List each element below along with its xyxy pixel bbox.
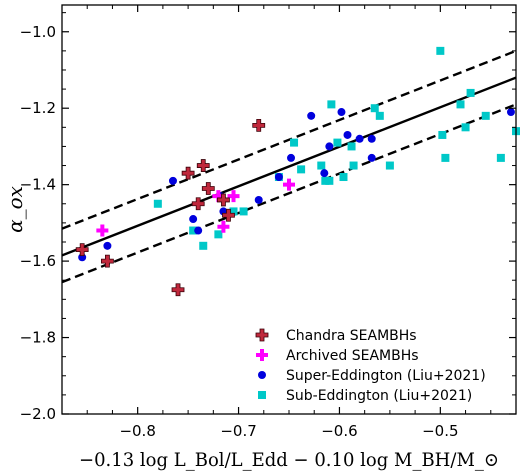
tick-labels: −0.8 −0.7 −0.6 −0.5 −2.0 −1.8 −1.6 −1.4 −1.2 −1.0 (20, 23, 459, 440)
data-point (466, 88, 475, 97)
legend-marker (258, 371, 266, 379)
data-point (229, 207, 238, 216)
fit-line-upper (62, 49, 516, 230)
data-point (217, 220, 230, 233)
data-point (212, 190, 225, 203)
data-point (355, 134, 364, 143)
data-point (196, 159, 210, 172)
data-point (370, 104, 379, 113)
data-point (191, 197, 205, 211)
data-point (252, 119, 266, 132)
y-tick-label: −2.0 (20, 405, 56, 423)
data-point (349, 161, 358, 170)
legend-item: Archived SEAMBHs (256, 348, 419, 364)
data-point (343, 130, 352, 139)
axis-ticks (61, 5, 517, 415)
data-point (297, 165, 306, 174)
data-point (290, 138, 299, 147)
y-tick-label: −1.6 (20, 252, 56, 270)
x-tick-label: −0.7 (220, 422, 256, 440)
legend-label: Archived SEAMBHs (286, 348, 419, 364)
data-point (287, 153, 296, 162)
data-point (496, 153, 505, 162)
y-tick-label: −1.8 (20, 329, 56, 347)
data-point (189, 215, 198, 224)
data-point (254, 195, 263, 204)
data-point (199, 241, 208, 250)
data-point (367, 134, 376, 143)
data-point (239, 207, 248, 216)
data-point (168, 176, 177, 185)
data-point (337, 108, 346, 117)
data-point (333, 138, 342, 147)
data-point (189, 226, 198, 235)
data-point (506, 108, 515, 117)
data-point (347, 142, 356, 151)
data-point (194, 226, 203, 235)
data-point (171, 283, 185, 297)
legend-marker (255, 328, 269, 342)
y-tick-label: −1.4 (20, 176, 56, 194)
data-point (181, 166, 195, 180)
data-point (327, 100, 336, 109)
x-axis-label: −0.13 log L_Bol/L_Edd − 0.10 log M_BH/M_… (79, 449, 499, 471)
data-point (214, 230, 223, 239)
data-point (438, 130, 447, 139)
data-point (321, 176, 330, 185)
data-point (367, 153, 376, 162)
fit-lines (62, 49, 516, 284)
data-point (317, 161, 326, 170)
legend: Chandra SEAMBHs Archived SEAMBHs Super-Edd… (255, 328, 486, 404)
fit-line-center (62, 76, 516, 257)
y-tick-label: −1.0 (20, 23, 56, 41)
legend-item: Super-Eddington (Liu+2021) (258, 368, 486, 384)
legend-label: Sub-Eddington (Liu+2021) (286, 388, 472, 404)
data-point (101, 254, 114, 268)
data-point (436, 46, 445, 55)
data-point (217, 193, 230, 207)
data-point (103, 241, 112, 250)
data-point (201, 182, 215, 195)
series-2 (78, 108, 515, 262)
data-point (222, 208, 235, 222)
data-point (461, 123, 470, 132)
series-0 (75, 119, 266, 297)
legend-item: Chandra SEAMBHs (255, 328, 417, 344)
data-point (96, 224, 109, 237)
data-point (325, 142, 334, 151)
x-tick-label: −0.8 (119, 422, 155, 440)
data-point (274, 173, 283, 182)
legend-marker (258, 391, 266, 399)
x-tick-label: −0.6 (321, 422, 357, 440)
y-tick-label: −1.2 (20, 99, 56, 117)
data-points (75, 46, 520, 297)
y-axis-label: α_ox (3, 186, 27, 233)
data-point (325, 176, 334, 185)
fit-line-lower (62, 103, 516, 284)
data-point (456, 100, 465, 109)
data-point (307, 111, 316, 120)
data-point (75, 243, 89, 257)
data-point (481, 111, 490, 120)
data-point (227, 190, 240, 203)
series-1 (96, 178, 295, 237)
legend-marker (256, 349, 268, 361)
legend-item: Sub-Eddington (Liu+2021) (258, 388, 472, 404)
data-point (375, 111, 384, 120)
data-point (320, 169, 329, 178)
data-point (153, 199, 162, 208)
data-point (283, 178, 295, 191)
legend-label: Chandra SEAMBHs (286, 328, 417, 344)
x-tick-label: −0.5 (422, 422, 458, 440)
data-point (385, 161, 394, 170)
data-point (441, 153, 450, 162)
legend-label: Super-Eddington (Liu+2021) (286, 368, 486, 384)
data-point (339, 173, 348, 182)
